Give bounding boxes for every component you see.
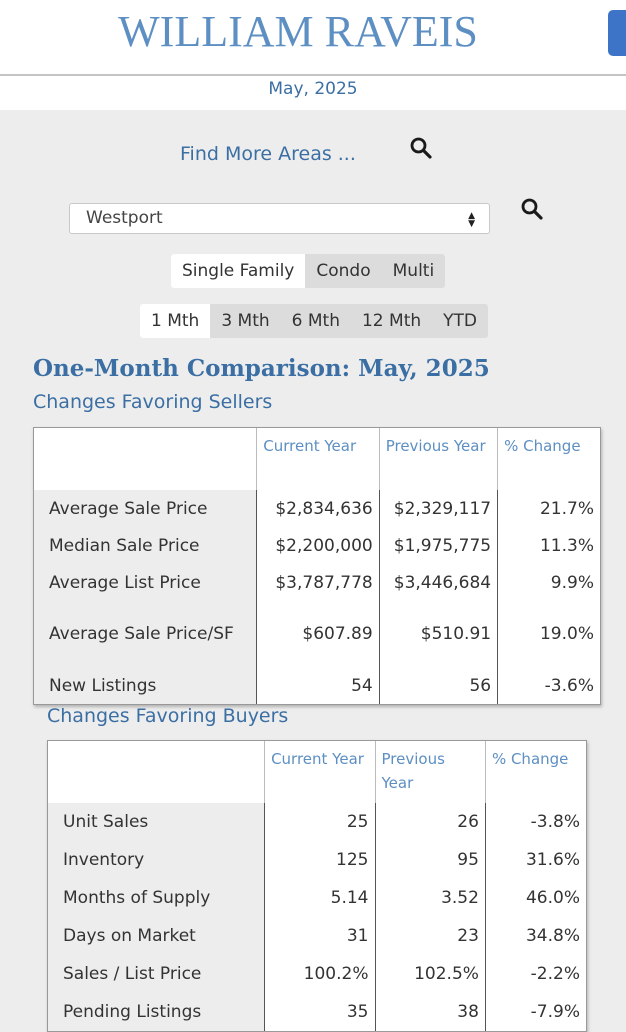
current-year-value: 31 xyxy=(264,917,375,955)
sellers-table: Current Year Previous Year% Change Average… xyxy=(33,427,601,705)
column-header: % Change xyxy=(497,428,600,490)
previous-year-value: 38 xyxy=(374,993,486,1031)
row-label: Unit Sales xyxy=(48,803,265,841)
row-label: Pending Listings xyxy=(48,993,265,1031)
header-blank xyxy=(34,428,257,490)
area-select[interactable]: Westport ▲ ▼ xyxy=(69,203,490,234)
previous-year-value: $2,329,117 xyxy=(378,490,498,527)
previous-year-value: $3,446,684 xyxy=(378,564,498,601)
period-tab-1-mth[interactable]: 1 Mth xyxy=(140,304,211,338)
table-row: Median Sale Price $2,200,000 $1,975,775 11.… xyxy=(34,527,600,564)
row-label: Average Sale Price xyxy=(34,490,257,527)
percent-change-value: -3.6% xyxy=(497,667,600,704)
current-year-value: $607.89 xyxy=(256,601,380,667)
header-action-button[interactable] xyxy=(608,10,626,56)
previous-year-value: $510.91 xyxy=(378,601,498,667)
comparison-title: One-Month Comparison: May, 2025 xyxy=(33,355,490,382)
previous-year-value: $1,975,775 xyxy=(378,527,498,564)
period-tab-6-mth[interactable]: 6 Mth xyxy=(291,311,340,331)
row-label: Months of Supply xyxy=(48,879,265,917)
percent-change-value: 34.8% xyxy=(484,917,586,955)
row-label: Average List Price xyxy=(34,564,257,601)
previous-year-value: 26 xyxy=(374,803,486,841)
table-row: Sales / List Price 100.2% 102.5% -2.2% xyxy=(48,955,586,993)
period-tab-12-mth[interactable]: 12 Mth xyxy=(361,311,422,331)
property-type-toggle: Single Family Condo Multi xyxy=(171,254,446,288)
table-row: Inventory 125 95 31.6% xyxy=(48,841,586,879)
table-row: Average Sale Price $2,834,636 $2,329,117 21… xyxy=(34,490,600,527)
current-year-value: 100.2% xyxy=(264,955,375,993)
table-header-row: Current Year Previous Year% Change xyxy=(48,741,586,803)
property-tab-single-family[interactable]: Single Family xyxy=(171,254,306,288)
previous-year-value: 23 xyxy=(374,917,486,955)
property-tab-condo[interactable]: Condo xyxy=(316,261,371,281)
property-tab-multi[interactable]: Multi xyxy=(392,261,435,281)
column-header: Current Year xyxy=(256,428,380,490)
previous-year-value: 3.52 xyxy=(374,879,486,917)
table-row: Average Sale Price/SF $607.89 $510.91 19.0% xyxy=(34,601,600,667)
report-month: May, 2025 xyxy=(268,79,358,99)
row-label: Median Sale Price xyxy=(34,527,257,564)
period-tab-ytd[interactable]: YTD xyxy=(443,311,477,331)
header-blank xyxy=(48,741,265,803)
report-month-bar: May, 2025 xyxy=(0,76,626,110)
percent-change-value: -3.8% xyxy=(484,803,586,841)
row-label: New Listings xyxy=(34,667,257,704)
column-header: % Change xyxy=(484,741,586,803)
table-row: Pending Listings 35 38 -7.9% xyxy=(48,993,586,1031)
percent-change-value: 21.7% xyxy=(497,490,600,527)
search-icon[interactable] xyxy=(520,197,544,221)
column-header: Current Year xyxy=(264,741,375,803)
percent-change-value: 9.9% xyxy=(497,564,600,601)
row-label: Average Sale Price/SF xyxy=(34,601,257,667)
header: WILLIAM RAVEIS xyxy=(0,0,626,74)
row-label: Days on Market xyxy=(48,917,265,955)
current-year-value: 25 xyxy=(264,803,375,841)
table-row: Average List Price $3,787,778 $3,446,684 9.… xyxy=(34,564,600,601)
previous-year-value: 56 xyxy=(378,667,498,704)
current-year-value: 35 xyxy=(264,993,375,1031)
period-toggle: 1 Mth 3 Mth 6 Mth 12 Mth YTD xyxy=(140,304,488,338)
brand-logo[interactable]: WILLIAM RAVEIS xyxy=(118,7,478,56)
table-row: New Listings 54 56 -3.6% xyxy=(34,667,600,704)
current-year-value: $3,787,778 xyxy=(256,564,380,601)
current-year-value: $2,200,000 xyxy=(256,527,380,564)
select-arrows-icon: ▲ ▼ xyxy=(468,211,475,229)
percent-change-value: 46.0% xyxy=(484,879,586,917)
percent-change-value: 19.0% xyxy=(497,601,600,667)
sellers-title: Changes Favoring Sellers xyxy=(33,391,273,413)
current-year-value: 54 xyxy=(256,667,380,704)
buyers-title: Changes Favoring Buyers xyxy=(47,705,289,727)
period-tab-3-mth[interactable]: 3 Mth xyxy=(221,311,270,331)
previous-year-value: 95 xyxy=(374,841,486,879)
table-header-row: Current Year Previous Year% Change xyxy=(34,428,600,490)
row-label: Sales / List Price xyxy=(48,955,265,993)
percent-change-value: 11.3% xyxy=(497,527,600,564)
percent-change-value: 31.6% xyxy=(484,841,586,879)
column-header: Previous Year xyxy=(374,741,486,803)
table-row: Days on Market 31 23 34.8% xyxy=(48,917,586,955)
current-year-value: 125 xyxy=(264,841,375,879)
search-icon[interactable] xyxy=(409,136,433,160)
row-label: Inventory xyxy=(48,841,265,879)
current-year-value: 5.14 xyxy=(264,879,375,917)
table-row: Months of Supply 5.14 3.52 46.0% xyxy=(48,879,586,917)
table-row: Unit Sales 25 26 -3.8% xyxy=(48,803,586,841)
current-year-value: $2,834,636 xyxy=(256,490,380,527)
previous-year-value: 102.5% xyxy=(374,955,486,993)
buyers-table: Current Year Previous Year% Change Unit Sa… xyxy=(47,740,587,1032)
column-header: Previous Year xyxy=(378,428,498,490)
percent-change-value: -7.9% xyxy=(484,993,586,1031)
find-more-areas-link[interactable]: Find More Areas ... xyxy=(180,143,356,165)
area-select-value: Westport xyxy=(86,208,163,228)
percent-change-value: -2.2% xyxy=(484,955,586,993)
header-divider xyxy=(0,74,626,76)
